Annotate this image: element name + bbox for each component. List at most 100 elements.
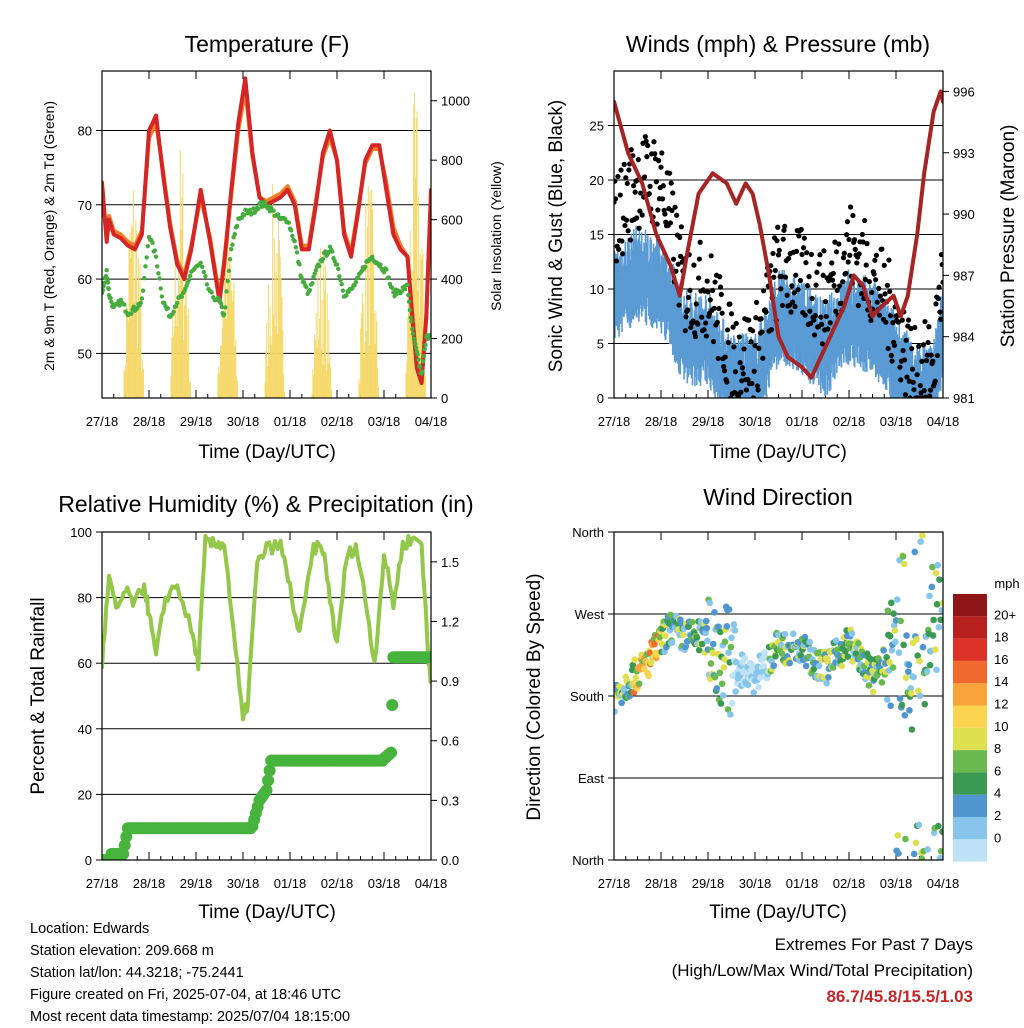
x-tick-label: 03/18 [368,414,401,429]
gust-point [614,258,619,264]
y-tick-label-right: 600 [441,213,463,228]
y-tick-label: 0 [85,853,92,868]
direction-ylabel: Direction (Colored By Speed) [524,573,545,820]
direction-point [937,847,943,855]
gust-point [922,318,928,325]
gust-point [803,260,809,266]
direction-point [919,532,926,539]
direction-point [880,647,887,654]
dewpoint-point [102,280,107,285]
dewpoint-point [299,275,304,281]
direction-point [718,680,726,688]
gust-point [908,326,914,332]
gust-point [798,226,804,233]
colorbar-label: 20+ [994,607,1016,622]
gust-point [790,299,796,305]
y-tick-label: 5 [597,337,604,352]
gust-point [811,332,818,338]
x-tick-label: 02/18 [321,876,354,891]
direction-panel: Wind Direction Direction (Colored By Spe… [524,484,1020,923]
y-tick-label: 60 [78,656,92,671]
direction-point [778,650,786,657]
gust-point [821,248,827,254]
gust-point [670,190,676,196]
direction-point [914,652,922,659]
dewpoint-point [230,242,235,247]
direction-point [732,688,739,695]
direction-point [897,617,904,625]
gust-point [739,378,745,384]
colorbar-swatch [953,839,987,862]
direction-point [886,659,893,666]
direction-point [711,673,719,681]
x-tick-label: 28/18 [133,876,166,891]
gust-point [745,377,751,383]
direction-point [910,673,917,681]
gust-point [750,395,757,398]
dewpoint-point [386,275,391,280]
direction-point [890,622,898,629]
direction-point [902,835,909,843]
direction-point [933,666,940,674]
gust-point [677,234,683,240]
colorbar-swatch [953,683,987,706]
gust-point [933,301,939,307]
direction-point [645,672,652,680]
direction-point [719,692,727,699]
gust-point [866,279,872,285]
direction-point [918,855,926,860]
gust-point [799,251,805,258]
direction-point [806,638,813,646]
gust-point [920,342,927,348]
dewpoint-point [150,240,155,246]
gust-point [827,320,833,326]
relative-humidity-line [102,533,431,722]
dewpoint-point [407,307,413,313]
gust-point [808,251,815,258]
wind-ylabel: Sonic Wind & Gust (Blue, Black) [546,100,567,372]
direction-point [727,711,734,718]
y-tick-label-right: 0.0 [441,853,459,868]
direction-point [886,632,894,640]
gust-point [836,241,842,247]
gust-point [833,249,840,255]
y-tick-label: 20 [78,787,92,802]
gust-point [888,352,894,359]
gust-point [750,328,756,334]
gust-point [651,139,657,145]
extremes-box: Extremes For Past 7 Days (High/Low/Max W… [672,932,973,1010]
gust-point [626,167,632,173]
y-tick-label: 80 [78,123,92,138]
dewpoint-point [226,268,232,274]
gust-point [917,383,923,389]
gust-point [730,324,736,330]
extremes-subheading: (High/Low/Max Wind/Total Precipitation) [671,961,973,980]
y-tick-label: 25 [590,119,604,134]
gust-point [806,274,812,280]
gust-point [733,320,739,327]
gust-point [859,231,865,238]
gust-point [770,250,776,257]
info-location: Location: Edwards [30,921,150,937]
gust-point [887,288,893,295]
direction-point [820,674,828,681]
gust-point [759,329,765,335]
gust-point [864,241,870,247]
direction-point [823,679,830,687]
gust-point [791,290,797,296]
dewpoint-point [334,262,340,267]
direction-point [939,828,943,835]
gust-point [637,208,643,214]
colorbar-label: 8 [994,741,1001,756]
gust-point [940,279,943,285]
gust-point [930,358,936,364]
dewpoint-point [384,267,389,272]
humidity-panel: Relative Humidity (%) & Precipitation (i… [28,491,474,923]
gust-point [667,220,674,226]
direction-point [629,661,637,669]
dewpoint-point [410,331,416,336]
dewpoint-point [370,254,375,260]
gust-point [886,257,892,263]
dewpoint-point [310,281,315,286]
colorbar-swatch [953,616,987,639]
